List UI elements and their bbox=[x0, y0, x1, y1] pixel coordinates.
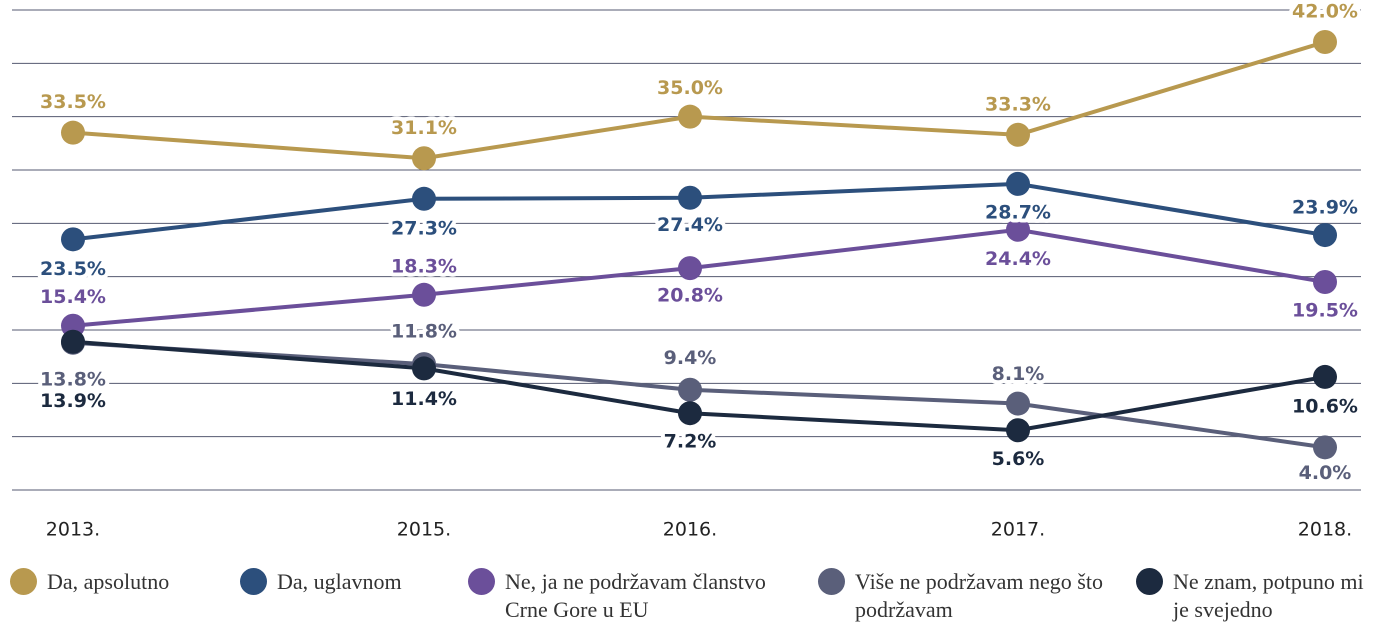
legend-item: Da, uglavnom bbox=[240, 568, 460, 596]
markers bbox=[61, 30, 1337, 460]
value-label: 13.9% bbox=[40, 390, 106, 412]
legend: Da, apsolutno Da, uglavnom Ne, ja ne podrž… bbox=[0, 568, 1373, 625]
value-label: 28.7% bbox=[985, 201, 1051, 223]
legend-label: Da, apsolutno bbox=[47, 569, 170, 594]
marker bbox=[678, 401, 702, 426]
series-line bbox=[72, 227, 1326, 328]
value-label: 13.8% bbox=[40, 368, 106, 390]
marker bbox=[1006, 122, 1030, 147]
marker bbox=[61, 120, 85, 145]
x-tick-label: 2018. bbox=[1298, 519, 1352, 541]
legend-item: Da, apsolutno bbox=[10, 568, 230, 596]
value-labels: 33.5% 31.1% 35.0% 33.3% 42.0% 23.5% 27.3% 27.4%… bbox=[36, 0, 1362, 488]
marker bbox=[412, 356, 436, 381]
value-label: 7.2% bbox=[664, 431, 717, 453]
marker bbox=[1313, 435, 1337, 460]
legend-label: Da, uglavnom bbox=[277, 569, 402, 594]
value-label: 27.3% bbox=[391, 217, 457, 239]
legend-label: Ne, ja ne podržavam članstvo Crne Gore u… bbox=[505, 569, 766, 622]
marker bbox=[1006, 217, 1030, 242]
x-tick-label: 2016. bbox=[663, 519, 717, 541]
value-label: 8.1% bbox=[992, 363, 1045, 385]
legend-swatch bbox=[468, 568, 495, 595]
value-label: 15.4% bbox=[40, 286, 106, 308]
legend-item: Ne, ja ne podržavam članstvo Crne Gore u… bbox=[468, 568, 768, 624]
x-tick-label: 2017. bbox=[991, 519, 1045, 541]
value-label: 24.4% bbox=[985, 248, 1051, 270]
marker bbox=[1313, 270, 1337, 294]
value-label: 11.8% bbox=[391, 321, 457, 343]
marker bbox=[678, 377, 702, 402]
x-tick-label: 2013. bbox=[46, 519, 100, 541]
x-tick-label: 2015. bbox=[397, 519, 451, 541]
value-label: 20.8% bbox=[657, 285, 723, 307]
legend-item: Više ne podržavam nego što podržavam bbox=[818, 568, 1118, 624]
marker bbox=[1006, 391, 1030, 416]
value-label: 35.0% bbox=[657, 77, 723, 99]
value-label: 18.3% bbox=[391, 255, 457, 277]
chart: 2013. 2015. 2016. 2017. 2018. 33.5% 31.1% 35.0%… bbox=[12, 0, 1362, 541]
marker bbox=[412, 282, 436, 307]
legend-swatch bbox=[818, 568, 845, 595]
value-label: 9.4% bbox=[664, 347, 717, 369]
marker bbox=[1006, 418, 1030, 443]
legend-item: Ne znam, potpuno mi je svejedno bbox=[1136, 568, 1373, 624]
marker bbox=[412, 186, 436, 211]
legend-swatch bbox=[10, 568, 37, 595]
marker bbox=[678, 104, 702, 129]
value-label: 4.0% bbox=[1299, 462, 1352, 484]
legend-label: Ne znam, potpuno mi je svejedno bbox=[1173, 569, 1364, 622]
value-label: 10.6% bbox=[1292, 395, 1358, 417]
legend-swatch bbox=[1136, 568, 1163, 595]
marker bbox=[1006, 171, 1030, 196]
value-label: 27.4% bbox=[657, 214, 723, 236]
marker bbox=[1313, 30, 1337, 54]
marker bbox=[1313, 364, 1337, 389]
series-line bbox=[72, 40, 1326, 161]
value-label: 11.4% bbox=[391, 388, 457, 410]
value-label: 33.3% bbox=[985, 93, 1051, 115]
marker bbox=[678, 256, 702, 281]
marker bbox=[61, 227, 85, 252]
value-label: 33.5% bbox=[40, 91, 106, 113]
value-label: 31.1% bbox=[391, 117, 457, 139]
value-label: 5.6% bbox=[992, 448, 1045, 470]
legend-swatch bbox=[240, 568, 267, 595]
marker bbox=[61, 329, 85, 354]
value-label: 23.5% bbox=[40, 258, 106, 280]
legend-label: Više ne podržavam nego što podržavam bbox=[855, 569, 1103, 622]
marker bbox=[412, 146, 436, 171]
value-label: 42.0% bbox=[1292, 1, 1358, 23]
marker bbox=[678, 185, 702, 210]
marker bbox=[1313, 223, 1337, 248]
value-label: 23.9% bbox=[1292, 197, 1358, 219]
value-label: 19.5% bbox=[1292, 300, 1358, 322]
